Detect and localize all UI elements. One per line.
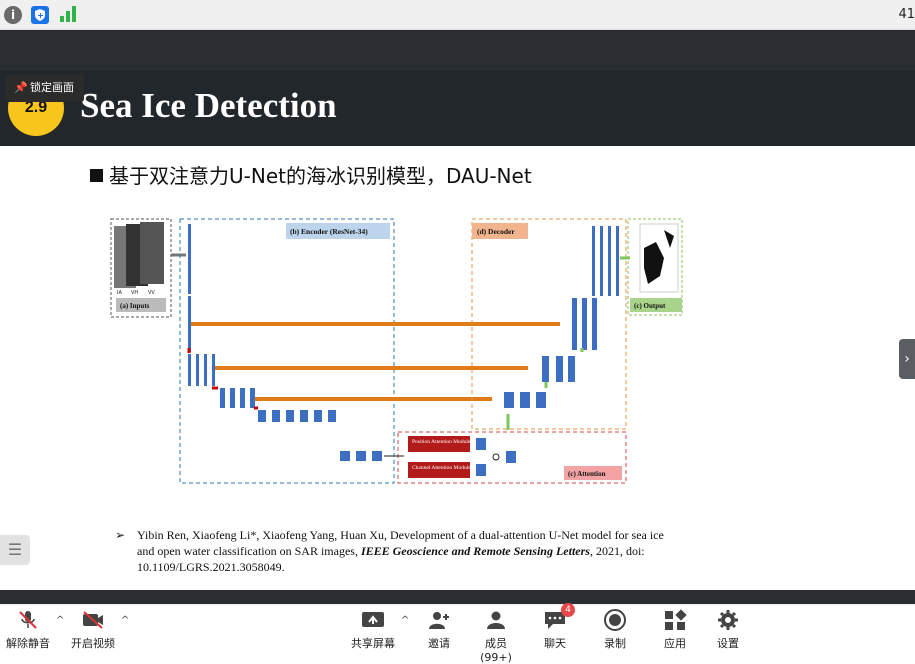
- add-person-icon: [427, 609, 451, 631]
- encoder-label: (b) Encoder (ResNet-34): [290, 227, 368, 236]
- inputs-box: [110, 218, 172, 318]
- top-right-number: 41: [898, 7, 915, 22]
- decoder-label-bg: [472, 223, 528, 239]
- input-label-ia: IA: [117, 290, 122, 296]
- start-video-button[interactable]: 开启视频: [70, 609, 116, 651]
- chat-button[interactable]: 4 聊天: [540, 603, 575, 651]
- members-icon: [484, 609, 508, 631]
- lock-screen-tooltip[interactable]: 📌 锁定画面: [6, 74, 84, 102]
- unmute-button[interactable]: 解除静音: [6, 609, 50, 651]
- encoder-label-bg: [286, 223, 390, 239]
- settings-button[interactable]: 设置: [715, 609, 741, 651]
- input-label-vv: VV: [148, 290, 155, 296]
- output-box: [627, 218, 683, 316]
- encoder-box: [179, 218, 395, 484]
- info-icon[interactable]: i: [4, 6, 22, 24]
- chat-unread-badge: 4: [561, 603, 575, 617]
- record-button[interactable]: 录制: [602, 609, 628, 651]
- attention-label-bg: [564, 466, 622, 480]
- inputs-label-bg: [116, 298, 166, 312]
- channel-module-label: Channel Attention Module: [412, 465, 471, 471]
- attention-label: (c) Attention: [568, 470, 606, 478]
- output-label-bg: [630, 298, 682, 312]
- record-icon: [603, 609, 627, 631]
- channel-module-bg: [408, 462, 470, 478]
- next-page-button[interactable]: ›: [899, 339, 915, 379]
- meeting-toolbar: 解除静音 ^ 开启视频 ^ 共享屏幕 ^ 邀请 成员(99+) 4 聊天: [0, 603, 915, 664]
- members-button[interactable]: 成员(99+): [470, 609, 522, 664]
- decoder-box: [471, 218, 627, 430]
- reference-citation: ➢ Yibin Ren, Xiaofeng Li*, Xiaofeng Yang…: [115, 528, 664, 574]
- input-image-vv: [140, 222, 164, 284]
- share-options-caret[interactable]: ^: [401, 615, 410, 626]
- slide-header: 2.9 Sea Ice Detection: [0, 70, 915, 146]
- apps-grid-icon: [663, 609, 687, 631]
- audio-options-caret[interactable]: ^: [56, 615, 65, 626]
- output-label: (c) Output: [634, 302, 666, 310]
- shield-icon[interactable]: [31, 6, 49, 24]
- share-screen-icon: [361, 609, 385, 631]
- journal-name: IEEE Geoscience and Remote Sensing Lette…: [360, 544, 590, 558]
- input-label-vh: VH: [131, 290, 138, 296]
- top-bar: i 41: [0, 0, 915, 30]
- muted-microphone-icon: [16, 609, 40, 631]
- bullet-square-icon: [90, 169, 103, 182]
- arrow-bullet-icon: ➢: [115, 528, 126, 542]
- attention-box: [397, 431, 627, 484]
- video-options-caret[interactable]: ^: [121, 615, 130, 626]
- camera-off-icon: [81, 609, 105, 631]
- meeting-stage: 📌 锁定画面 2.9 Sea Ice Detection 基于双注意力U-Net的…: [0, 30, 915, 604]
- shared-slide: 2.9 Sea Ice Detection 基于双注意力U-Net的海冰识别模型…: [0, 70, 915, 590]
- share-screen-button[interactable]: 共享屏幕: [350, 609, 396, 651]
- position-module-bg: [408, 436, 470, 452]
- side-panel-toggle[interactable]: ☰: [0, 535, 30, 565]
- pin-icon: 📌: [14, 81, 28, 94]
- slide-title: Sea Ice Detection: [80, 86, 337, 125]
- inputs-label: (a) Inputs: [120, 302, 150, 310]
- apps-button[interactable]: 应用: [662, 609, 688, 651]
- decoder-label: (d) Decoder: [477, 227, 515, 236]
- slide-bullet: 基于双注意力U-Net的海冰识别模型，DAU-Net: [90, 160, 532, 189]
- dau-net-diagram: IA VH VV (a) Inputs (b) Encoder (ResNet-…: [110, 218, 683, 484]
- invite-button[interactable]: 邀请: [424, 609, 454, 651]
- position-module-label: Position Attention Module: [412, 439, 471, 445]
- gear-icon: [716, 609, 740, 631]
- signal-icon[interactable]: [60, 6, 78, 22]
- chat-bubble-icon: 4: [543, 603, 575, 631]
